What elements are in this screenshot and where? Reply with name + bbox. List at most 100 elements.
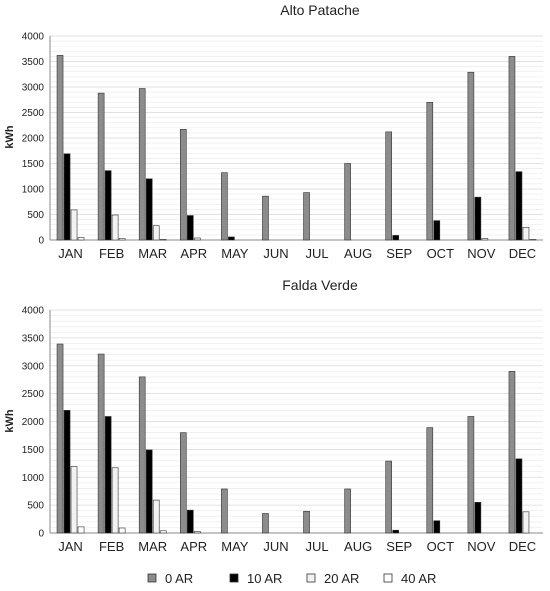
bar-feb-0-ar bbox=[97, 92, 105, 241]
bar-feb-20-ar bbox=[111, 467, 119, 534]
bars bbox=[56, 55, 537, 241]
bar-jan-10-ar bbox=[63, 153, 71, 241]
x-category-label: DEC bbox=[509, 539, 536, 554]
bar-jan-20-ar bbox=[70, 466, 78, 534]
x-category-label: SEP bbox=[386, 539, 412, 554]
x-category-label: MAR bbox=[138, 246, 167, 261]
bar-mar-40-ar bbox=[159, 530, 167, 534]
bar-jan-40-ar bbox=[77, 237, 85, 241]
chart-title: Falda Verde bbox=[282, 277, 358, 293]
bar-dec-40-ar bbox=[529, 239, 537, 241]
chart-title: Alto Patache bbox=[280, 2, 360, 18]
x-category-label: OCT bbox=[427, 539, 455, 554]
y-tick-label: 1000 bbox=[22, 473, 45, 484]
bar-oct-0-ar bbox=[426, 102, 434, 241]
bar-oct-10-ar bbox=[433, 520, 441, 534]
y-axis-label: kWh bbox=[4, 125, 16, 149]
gridlines bbox=[49, 309, 543, 534]
bar-jan-0-ar bbox=[56, 343, 64, 534]
x-category-label: NOV bbox=[467, 539, 496, 554]
bar-nov-20-ar bbox=[481, 238, 489, 241]
legend-swatch-10-ar bbox=[229, 573, 239, 583]
y-tick-label: 4000 bbox=[22, 32, 45, 43]
x-category-label: APR bbox=[180, 246, 207, 261]
bar-dec-20-ar bbox=[522, 226, 530, 241]
bar-dec-10-ar bbox=[515, 171, 523, 241]
bar-apr-0-ar bbox=[179, 432, 187, 534]
bar-feb-0-ar bbox=[97, 353, 105, 534]
legend-item-0: 0 AR bbox=[147, 571, 193, 586]
x-category-label: AUG bbox=[344, 246, 372, 261]
chart-falda-verde: Falda Verde kWh 0 500 1000 1500 2000 2500 3000… bbox=[4, 277, 543, 554]
legend-item-3: 40 AR bbox=[383, 571, 436, 586]
legend-item-1: 10 AR bbox=[229, 571, 282, 586]
x-category-label: AUG bbox=[344, 539, 372, 554]
bar-jan-20-ar bbox=[70, 209, 78, 241]
legend-label-20-ar: 20 AR bbox=[324, 571, 359, 586]
y-axis-label: kWh bbox=[4, 409, 16, 433]
y-tick-label: 2000 bbox=[22, 134, 45, 145]
y-tick-labels: 0 500 1000 1500 2000 2500 3000 3500 4000 bbox=[22, 306, 45, 540]
x-category-label: MAR bbox=[138, 539, 167, 554]
y-tick-label: 2500 bbox=[22, 108, 45, 119]
x-category-labels: JAN FEB MAR APR MAY JUN JUL AUG SEP OCT NOV DEC bbox=[58, 539, 536, 554]
legend-swatch-20-ar bbox=[306, 573, 316, 583]
y-tick-label: 500 bbox=[27, 210, 44, 221]
chart-alto-patache: Alto Patache kWh 0 500 1000 1500 2000 2500 300… bbox=[4, 2, 543, 261]
bar-jan-10-ar bbox=[63, 410, 71, 534]
bars bbox=[56, 343, 530, 534]
bar-apr-10-ar bbox=[186, 509, 194, 534]
bar-may-0-ar bbox=[221, 488, 228, 534]
x-category-label: JUL bbox=[305, 246, 328, 261]
bar-feb-20-ar bbox=[111, 214, 119, 241]
bar-nov-0-ar bbox=[467, 71, 475, 241]
y-tick-label: 0 bbox=[38, 236, 44, 247]
bar-apr-0-ar bbox=[179, 129, 187, 241]
bar-aug-0-ar bbox=[344, 163, 351, 241]
x-category-label: APR bbox=[180, 539, 207, 554]
bar-dec-0-ar bbox=[508, 56, 516, 241]
x-category-label: OCT bbox=[427, 246, 455, 261]
bar-sep-0-ar bbox=[385, 131, 393, 241]
bar-feb-40-ar bbox=[118, 238, 126, 241]
x-category-label: NOV bbox=[467, 246, 496, 261]
legend-label-0-ar: 0 AR bbox=[165, 571, 193, 586]
y-tick-label: 3500 bbox=[22, 57, 45, 68]
bar-mar-10-ar bbox=[145, 178, 153, 241]
bar-mar-0-ar bbox=[138, 88, 146, 241]
bar-mar-10-ar bbox=[145, 449, 153, 534]
y-tick-label: 3000 bbox=[22, 361, 45, 372]
y-tick-label: 2000 bbox=[22, 417, 45, 428]
x-category-label: SEP bbox=[386, 246, 412, 261]
bar-sep-10-ar bbox=[392, 235, 400, 241]
legend-swatch-0-ar bbox=[147, 573, 157, 583]
legend-label-40-ar: 40 AR bbox=[401, 571, 436, 586]
bar-apr-20-ar bbox=[193, 531, 201, 534]
x-category-label: JUL bbox=[305, 539, 328, 554]
bar-feb-10-ar bbox=[104, 416, 112, 534]
x-category-label: MAY bbox=[221, 246, 249, 261]
bar-may-0-ar bbox=[221, 172, 228, 241]
bar-jun-0-ar bbox=[262, 513, 269, 534]
x-category-label: JAN bbox=[58, 246, 83, 261]
bar-nov-10-ar bbox=[474, 196, 482, 241]
bar-oct-10-ar bbox=[433, 220, 441, 241]
bar-nov-0-ar bbox=[467, 416, 475, 534]
y-tick-label: 1500 bbox=[22, 159, 45, 170]
x-category-label: FEB bbox=[99, 539, 124, 554]
y-tick-labels: 0 500 1000 1500 2000 2500 3000 3500 4000 bbox=[22, 32, 45, 247]
y-tick-label: 500 bbox=[27, 501, 44, 512]
x-category-label: JUN bbox=[263, 539, 288, 554]
x-category-label: FEB bbox=[99, 246, 124, 261]
bar-jul-0-ar bbox=[303, 510, 310, 534]
legend-swatch-40-ar bbox=[383, 573, 393, 583]
bar-jan-0-ar bbox=[56, 55, 64, 241]
y-tick-label: 0 bbox=[38, 529, 44, 540]
y-tick-label: 4000 bbox=[22, 306, 45, 317]
bar-aug-0-ar bbox=[344, 488, 351, 534]
bar-jun-0-ar bbox=[262, 195, 269, 241]
bar-apr-10-ar bbox=[186, 215, 194, 241]
x-category-label: DEC bbox=[509, 246, 536, 261]
x-category-label: JUN bbox=[263, 246, 288, 261]
bar-apr-20-ar bbox=[193, 237, 201, 241]
